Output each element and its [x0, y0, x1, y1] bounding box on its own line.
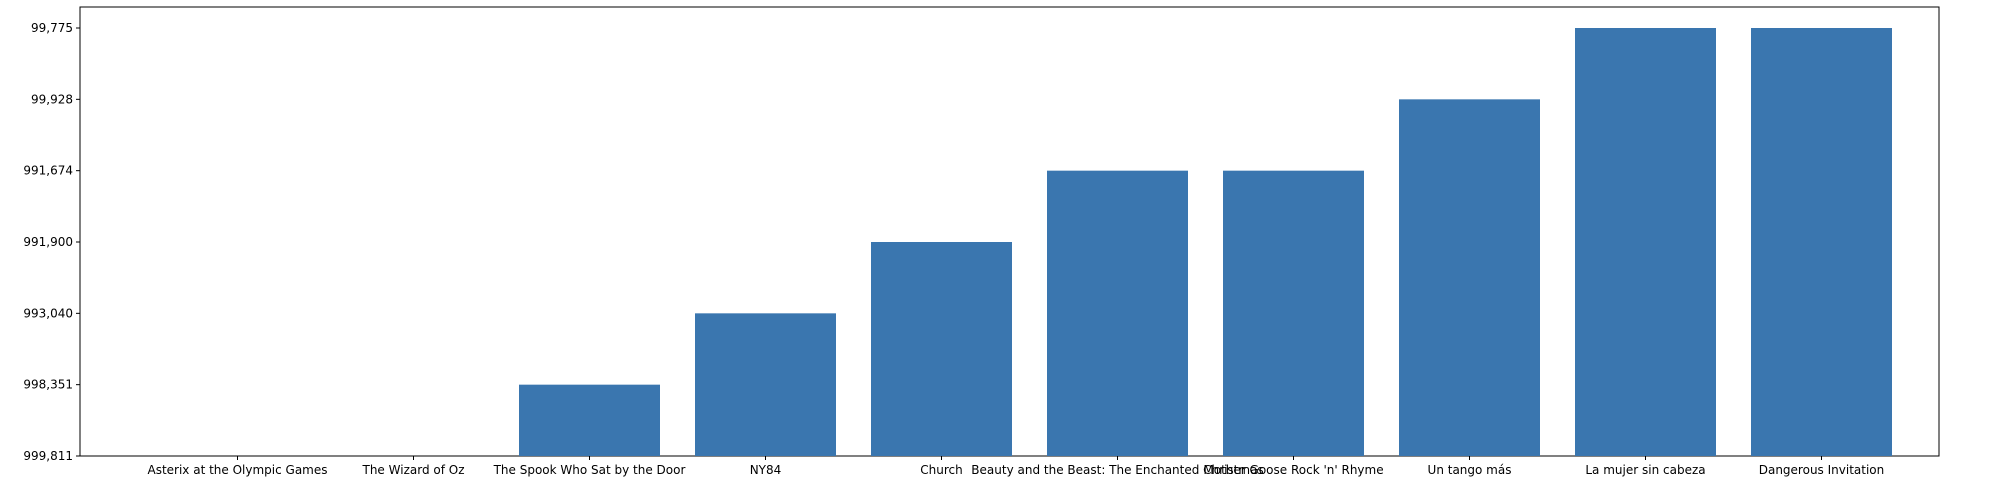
x-tick-label: Beauty and the Beast: The Enchanted Chri… — [971, 463, 1263, 477]
y-tick-label: 993,040 — [23, 306, 73, 320]
x-tick-label: La mujer sin cabeza — [1585, 463, 1705, 477]
x-tick-label: The Wizard of Oz — [362, 463, 465, 477]
y-tick-label: 991,674 — [23, 164, 73, 178]
bar — [695, 313, 836, 456]
x-tick-label: Dangerous Invitation — [1759, 463, 1885, 477]
x-tick-label: NY84 — [750, 463, 782, 477]
bar — [1399, 99, 1540, 456]
y-tick-label: 991,900 — [23, 235, 73, 249]
y-tick-label: 99,775 — [31, 21, 73, 35]
bar — [1751, 28, 1892, 456]
x-axis: Asterix at the Olympic Games The Wizard o… — [147, 456, 1884, 477]
bar — [1047, 170, 1188, 456]
y-axis: 999,811 998,351 993,040 991,900 991,674 99,92… — [23, 21, 80, 463]
bar — [1223, 170, 1364, 456]
y-tick-label: 998,351 — [23, 378, 73, 392]
x-tick-label: Un tango más — [1428, 463, 1512, 477]
bar — [871, 242, 1012, 456]
x-tick-label: The Spook Who Sat by the Door — [493, 463, 686, 477]
x-tick-label: Asterix at the Olympic Games — [147, 463, 327, 477]
y-tick-label: 999,811 — [23, 449, 73, 463]
bar — [519, 384, 660, 456]
bars-group — [519, 28, 1892, 456]
y-tick-label: 99,928 — [31, 92, 73, 106]
bar — [1575, 28, 1716, 456]
x-tick-label: Mother Goose Rock 'n' Rhyme — [1203, 463, 1383, 477]
x-tick-label: Church — [920, 463, 962, 477]
